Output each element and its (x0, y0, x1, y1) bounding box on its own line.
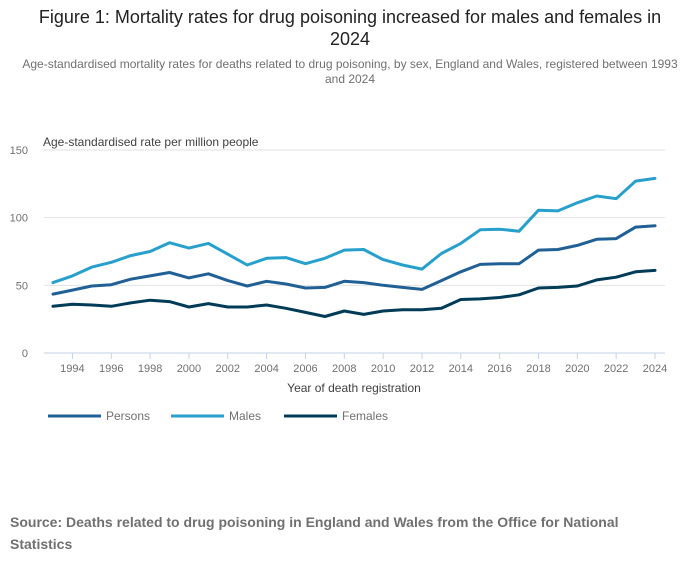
x-tick-label: 1998 (138, 363, 162, 375)
series-line-males[interactable] (51, 176, 657, 285)
x-tick-label: 1994 (60, 363, 84, 375)
legend-label: Persons (106, 409, 150, 423)
series-lines (51, 176, 657, 318)
legend-item-persons[interactable]: Persons (48, 409, 150, 423)
y-tick-label: 150 (10, 145, 28, 157)
x-tick-label: 2018 (526, 363, 550, 375)
legend: Persons Males Females (48, 409, 388, 423)
legend-item-males[interactable]: Males (171, 409, 261, 423)
x-tick-label: 2016 (487, 363, 511, 375)
chart-subtitle: Age-standardised mortality rates for dea… (22, 57, 678, 86)
x-axis-title: Year of death registration (287, 381, 421, 395)
legend-item-females[interactable]: Females (284, 409, 388, 423)
x-tick-label: 2022 (604, 363, 628, 375)
x-tick-label: 2002 (216, 363, 240, 375)
series-line-females[interactable] (51, 268, 657, 318)
y-axis: 0 50 100 150 (10, 145, 28, 360)
gridlines (44, 149, 665, 286)
legend-label: Females (342, 409, 388, 423)
chart-title: Figure 1: Mortality rates for drug poiso… (38, 7, 662, 49)
y-axis-title: Age-standardised rate per million people (43, 135, 259, 149)
x-tick-label: 2024 (643, 363, 667, 375)
x-tick-label: 2008 (332, 363, 356, 375)
x-tick-label: 2000 (177, 363, 201, 375)
x-tick-label: 2004 (254, 363, 278, 375)
legend-label: Males (229, 409, 261, 423)
line-chart: 1994 1996 1998 2000 2002 2004 2006 2008 2010 2012… (10, 135, 668, 423)
source-note: Source: Deaths related to drug poisoning… (10, 514, 619, 552)
x-tick-label: 2012 (410, 363, 434, 375)
y-tick-label: 50 (16, 280, 28, 292)
series-line-persons[interactable] (51, 224, 657, 296)
x-tick-label: 1996 (99, 363, 123, 375)
x-tick-label: 2006 (293, 363, 317, 375)
y-tick-label: 100 (10, 213, 28, 225)
y-tick-label: 0 (22, 348, 28, 360)
x-tick-label: 2014 (449, 363, 473, 375)
x-axis: 1994 1996 1998 2000 2002 2004 2006 2008 2010 2012… (44, 352, 667, 375)
x-tick-label: 2010 (371, 363, 395, 375)
x-tick-label: 2020 (565, 363, 589, 375)
